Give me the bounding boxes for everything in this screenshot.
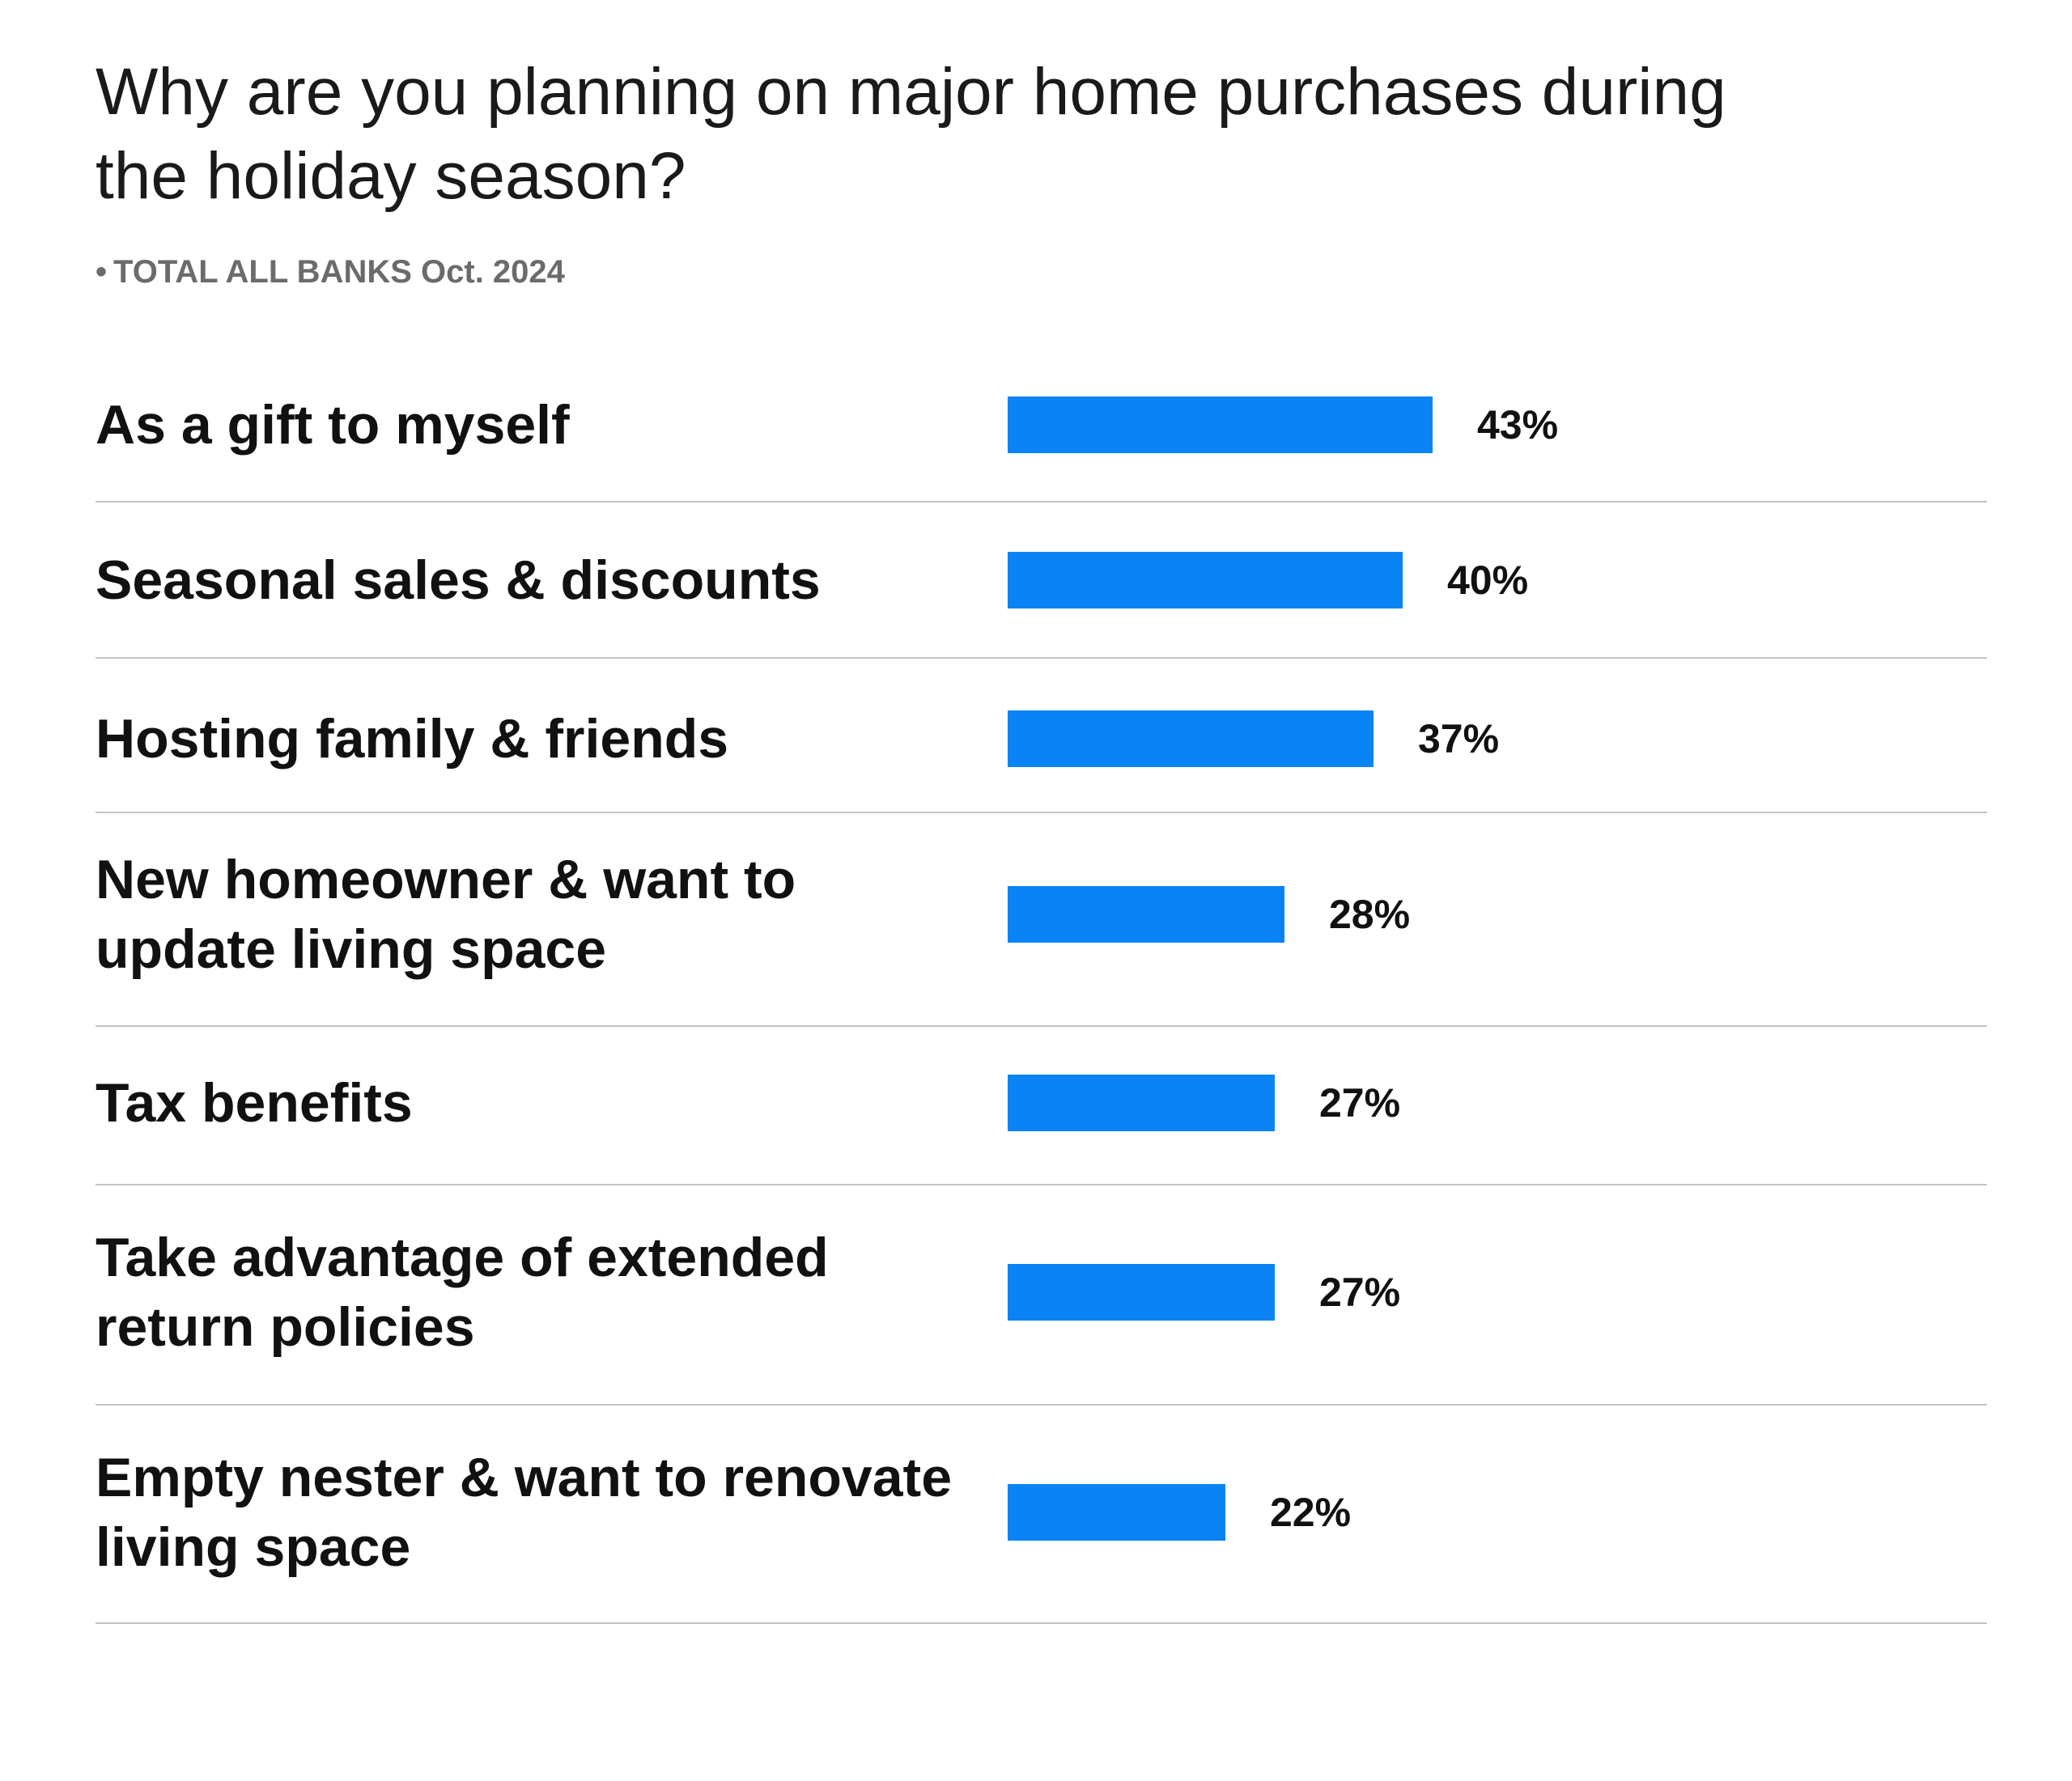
bar-value-label: 27% — [1319, 1270, 1401, 1315]
row-divider — [96, 1622, 1987, 1624]
bar — [1008, 710, 1374, 767]
category-label: Empty nester & want to renovate living s… — [96, 1447, 953, 1578]
chart-subtitle: • TOTAL ALL BANKS Oct. 2024 — [96, 252, 565, 291]
category-label: Seasonal sales & discounts — [96, 549, 821, 611]
category-label: Take advantage of extended return polici… — [96, 1227, 829, 1358]
bar — [1008, 396, 1433, 453]
chart-subtitle-text: TOTAL ALL BANKS Oct. 2024 — [113, 254, 565, 290]
bar — [1008, 1075, 1275, 1131]
bar-value-label: 22% — [1270, 1490, 1352, 1535]
row-divider — [96, 657, 1987, 659]
bar — [1008, 552, 1403, 609]
bar-value-label: 37% — [1418, 716, 1500, 761]
row-divider — [96, 1025, 1987, 1027]
row-divider — [96, 501, 1987, 502]
category-label: New homeowner & want to update living sp… — [96, 849, 796, 980]
row-divider — [96, 812, 1987, 813]
bar — [1008, 1484, 1225, 1541]
bar-value-label: 28% — [1329, 892, 1411, 937]
row-divider — [96, 1184, 1987, 1185]
bar-value-label: 40% — [1447, 558, 1529, 603]
category-label: Tax benefits — [96, 1072, 413, 1134]
bullet-icon: • — [96, 254, 108, 290]
chart-title: Why are you planning on major home purch… — [96, 55, 1726, 213]
category-label: As a gift to myself — [96, 394, 570, 456]
bar-value-label: 27% — [1319, 1080, 1401, 1126]
category-label: Hosting family & friends — [96, 708, 729, 770]
bar — [1008, 886, 1284, 943]
row-divider — [96, 1404, 1987, 1406]
bar — [1008, 1264, 1275, 1321]
bar-value-label: 43% — [1477, 402, 1559, 447]
